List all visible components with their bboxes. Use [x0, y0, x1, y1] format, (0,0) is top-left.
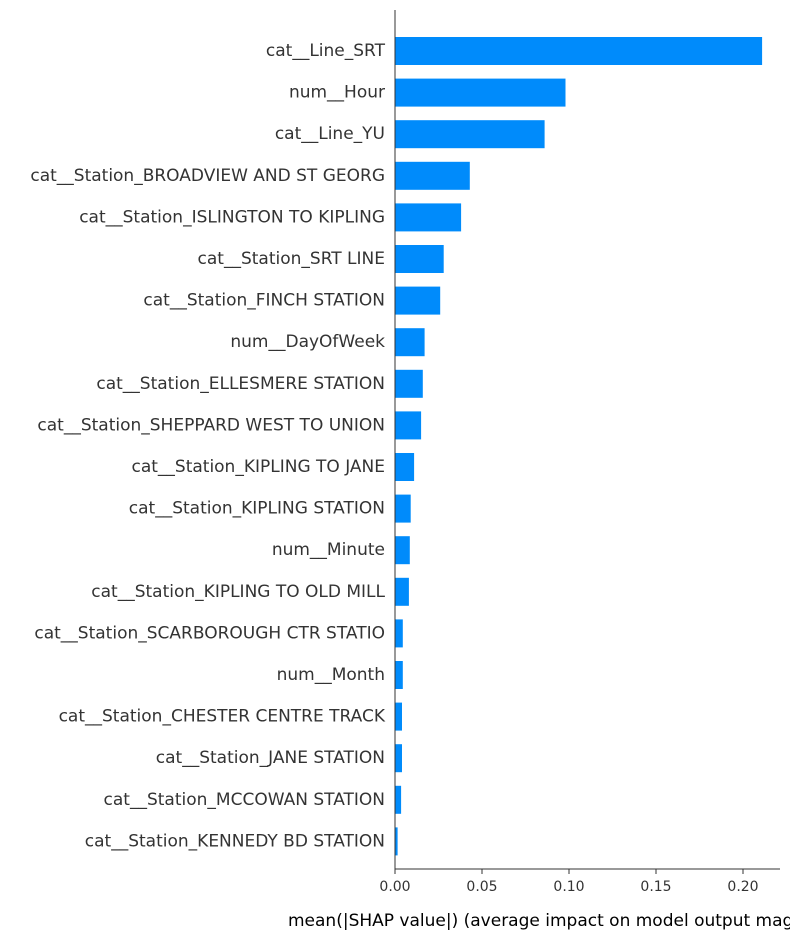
category-label: num__Minute	[272, 540, 385, 560]
category-label: cat__Station_SRT LINE	[198, 249, 385, 269]
x-tick-label: 0.15	[640, 879, 671, 895]
category-label: cat__Station_SHEPPARD WEST TO UNION	[37, 415, 385, 435]
bar	[395, 411, 422, 440]
category-label: num__Hour	[289, 83, 385, 103]
category-label: cat__Station_ELLESMERE STATION	[96, 374, 385, 394]
category-label: num__DayOfWeek	[230, 332, 385, 352]
bar	[395, 245, 444, 273]
bar	[395, 37, 763, 65]
category-label: cat__Station_SCARBOROUGH CTR STATIO	[34, 623, 385, 643]
x-axis-title: mean(|SHAP value|) (average impact on mo…	[288, 911, 790, 931]
bar	[395, 661, 403, 689]
category-label: cat__Station_FINCH STATION	[143, 291, 385, 311]
category-label: cat__Station_KIPLING TO OLD MILL	[91, 582, 385, 602]
category-label: cat__Station_KIPLING STATION	[129, 499, 385, 519]
x-tick-label: 0.10	[553, 879, 584, 895]
bar	[395, 203, 462, 232]
bar	[395, 286, 441, 315]
bar	[395, 785, 402, 814]
x-tick-label: 0.00	[379, 879, 410, 895]
category-label: cat__Line_YU	[275, 124, 385, 144]
bar	[395, 328, 425, 357]
category-label: cat__Station_JANE STATION	[156, 748, 385, 768]
category-label: cat__Station_CHESTER CENTRE TRACK	[59, 707, 386, 727]
category-label: cat__Station_KIPLING TO JANE	[131, 457, 385, 477]
category-label: cat__Station_KENNEDY BD STATION	[85, 831, 385, 851]
bar	[395, 161, 470, 190]
category-labels-group: cat__Line_SRT num__Hour cat__Line_YU cat__S…	[30, 41, 386, 851]
bars-group	[395, 37, 763, 856]
x-tick-label: 0.05	[466, 879, 497, 895]
category-label: cat__Station_MCCOWAN STATION	[104, 790, 385, 810]
category-label: cat__Line_SRT	[266, 41, 386, 61]
category-label: num__Month	[277, 665, 385, 685]
x-tick-label: 0.20	[727, 879, 758, 895]
bar	[395, 78, 566, 107]
bar	[395, 494, 411, 523]
bar	[395, 453, 415, 481]
bar	[395, 369, 423, 398]
bar	[395, 577, 409, 606]
bar	[395, 120, 545, 149]
category-label: cat__Station_ISLINGTON TO KIPLING	[79, 207, 385, 227]
category-label: cat__Station_BROADVIEW AND ST GEORG	[30, 166, 385, 186]
bar	[395, 702, 402, 731]
bar	[395, 827, 398, 856]
bar	[395, 619, 403, 648]
bar	[395, 536, 410, 565]
x-ticks-group: 0.00 0.05 0.10 0.15 0.20	[379, 869, 759, 895]
bar	[395, 744, 402, 773]
